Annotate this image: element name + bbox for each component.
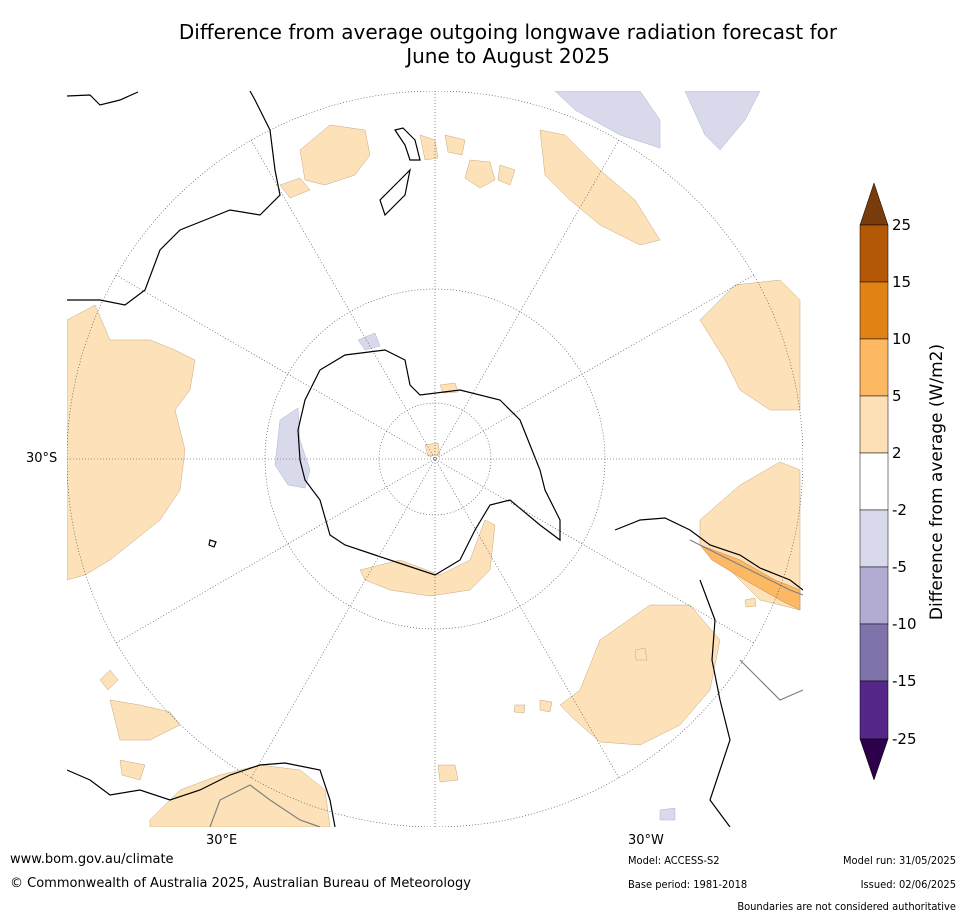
colorbar-segment-minus2-minus5	[859, 509, 889, 568]
colorbar-segment-5-10	[859, 338, 889, 397]
anomaly-5-to-10-regions	[699, 544, 801, 611]
colorbar-tick: 15	[892, 273, 912, 291]
colorbar-segment-10-15	[859, 281, 889, 340]
colorbar	[859, 182, 889, 781]
longitude-label-east: 30°E	[206, 833, 238, 848]
colorbar-segment-minus10-minus15	[859, 623, 889, 682]
colorbar-segment-minus5-minus10	[859, 566, 889, 625]
coastlines	[67, 91, 803, 827]
title-line-2: June to August 2025	[406, 44, 610, 68]
colorbar-tick: -15	[892, 672, 917, 690]
title-line-1: Difference from average outgoing longwav…	[178, 20, 838, 44]
footer-base-period: Base period: 1981-2018	[628, 878, 748, 891]
colorbar-tick: -2	[892, 501, 907, 519]
graticule	[67, 91, 803, 827]
colorbar-segment-15-25	[859, 224, 889, 283]
footer-copyright: © Commonwealth of Australia 2025, Austra…	[10, 876, 471, 891]
colorbar-tick: -5	[892, 558, 907, 576]
footer-issued: Issued: 02/06/2025	[860, 878, 956, 891]
national-boundaries	[209, 539, 803, 827]
footer-disclaimer: Boundaries are not considered authoritat…	[737, 900, 956, 913]
colorbar-tick: -10	[892, 615, 917, 633]
colorbar-lower-extend	[859, 738, 889, 781]
colorbar-segment-minus15-minus25	[859, 680, 889, 740]
colorbar-segment-2-5	[859, 395, 889, 454]
colorbar-tick: 10	[892, 330, 912, 348]
colorbar-label: Difference from average (W/m2)	[927, 343, 947, 621]
anomaly-2-to-5-regions	[67, 124, 801, 827]
map-title: Difference from average outgoing longwav…	[60, 20, 956, 68]
colorbar-tick: 25	[892, 216, 912, 234]
longitude-label-west: 30°W	[628, 833, 664, 848]
colorbar-tick: 5	[892, 387, 902, 405]
polar-map	[67, 91, 803, 827]
colorbar-upper-extend	[859, 182, 889, 226]
anomaly-minus-2-to-minus-5-regions	[274, 91, 761, 821]
colorbar-segment-neutral	[859, 452, 889, 511]
footer-model-run: Model run: 31/05/2025	[843, 854, 956, 867]
latitude-label: 30°S	[26, 451, 58, 466]
colorbar-tick: 2	[892, 444, 902, 462]
footer-url: www.bom.gov.au/climate	[10, 852, 174, 867]
colorbar-tick: -25	[892, 730, 917, 748]
footer-model: Model: ACCESS-S2	[628, 854, 720, 867]
